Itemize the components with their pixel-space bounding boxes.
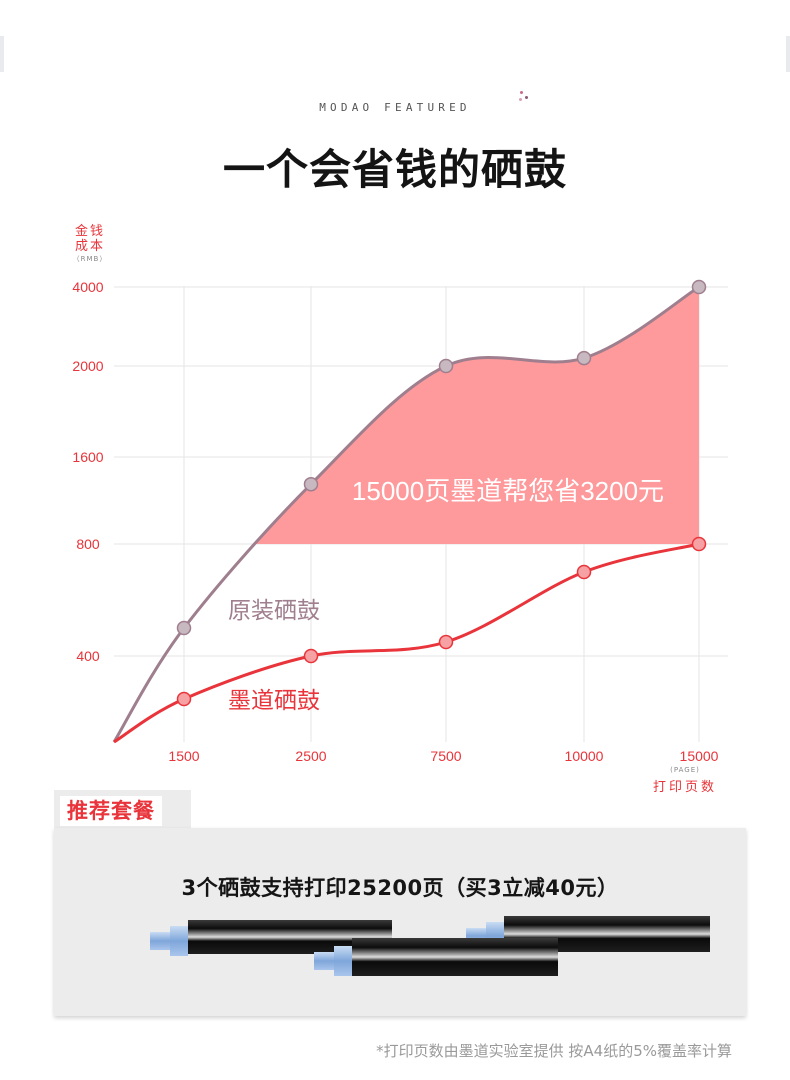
y-tick-label: 4000 bbox=[72, 279, 103, 295]
data-point bbox=[576, 564, 592, 580]
x-tick-label: 15000 bbox=[680, 748, 719, 764]
page-title: 一个会省钱的硒鼓 bbox=[222, 145, 567, 194]
toner-drum-front bbox=[314, 938, 558, 976]
data-point bbox=[438, 634, 454, 650]
data-point bbox=[576, 350, 592, 366]
y-axis-unit: 金钱成本 （RMB） bbox=[60, 224, 120, 264]
y-axis-unit-en: （RMB） bbox=[72, 255, 108, 263]
data-point bbox=[303, 648, 319, 664]
savings-annotation: 15000页墨道帮您省3200元 bbox=[352, 476, 664, 506]
package-tab-label: 推荐套餐 bbox=[60, 796, 162, 826]
x-tick-label: 2500 bbox=[295, 748, 326, 764]
data-point bbox=[691, 279, 707, 295]
x-tick-label: 7500 bbox=[430, 748, 461, 764]
footnote: *打印页数由墨道实验室提供 按A4纸的5%覆盖率计算 bbox=[376, 1042, 732, 1060]
brand-dots-icon bbox=[518, 91, 532, 103]
data-point bbox=[303, 476, 319, 492]
data-point bbox=[176, 691, 192, 707]
right-edge-decoration bbox=[786, 36, 790, 72]
x-axis-unit: (PAGE) 打印页数 bbox=[640, 766, 730, 795]
left-edge-decoration bbox=[0, 36, 4, 72]
x-tick-label: 10000 bbox=[565, 748, 604, 764]
series-label-modao: 墨道硒鼓 bbox=[228, 687, 320, 713]
data-point bbox=[438, 358, 454, 374]
x-tick-label: 1500 bbox=[168, 748, 199, 764]
package-headline: 3个硒鼓支持打印25200页（买3立减40元） bbox=[181, 876, 619, 900]
y-tick-label: 2000 bbox=[72, 358, 103, 374]
savings-area bbox=[114, 287, 699, 544]
x-axis-unit-en: (PAGE) bbox=[670, 766, 700, 774]
x-axis-label: 打印页数 bbox=[652, 780, 717, 795]
y-axis-label: 金钱成本 bbox=[74, 224, 105, 254]
toner-drums-illustration bbox=[150, 916, 710, 976]
package-panel: 3个硒鼓支持打印25200页（买3立减40元） bbox=[54, 828, 746, 1016]
cost-chart: 4000 2000 1600 800 400 1500 2500 7500 10000 15000… bbox=[72, 279, 728, 764]
series-label-original: 原装硒鼓 bbox=[228, 597, 320, 623]
series-line bbox=[113, 542, 700, 744]
y-tick-label: 800 bbox=[76, 536, 100, 552]
package-tab: 推荐套餐 bbox=[54, 790, 191, 830]
data-point bbox=[176, 620, 192, 636]
data-point bbox=[691, 536, 707, 552]
y-tick-label: 400 bbox=[76, 648, 100, 664]
y-tick-label: 1600 bbox=[72, 449, 103, 465]
brand-label: MODAO FEATURED bbox=[319, 101, 471, 114]
